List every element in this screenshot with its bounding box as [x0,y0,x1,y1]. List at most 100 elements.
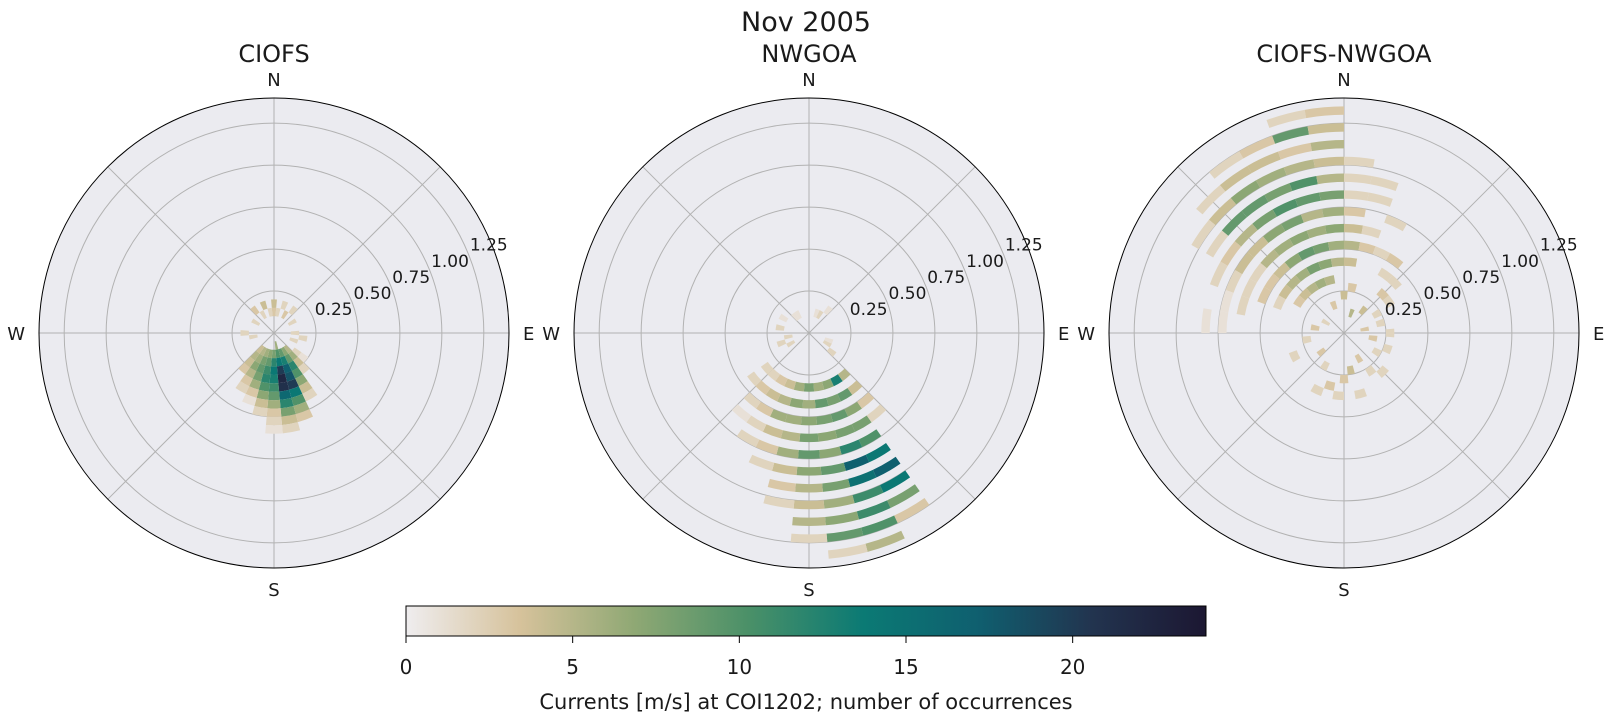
histogram-cell [1218,311,1229,333]
histogram-cell [298,381,313,394]
histogram-cell [281,310,289,320]
histogram-cell [274,341,279,350]
histogram-cell [799,433,819,443]
histogram-cell [1344,240,1361,251]
histogram-cell [1249,262,1267,283]
histogram-cell [1241,278,1257,299]
histogram-cell [1323,380,1336,391]
histogram-cell [1295,192,1321,207]
histogram-cell [287,318,297,326]
histogram-cell [1368,335,1378,342]
histogram-cell [250,350,260,361]
histogram-cell [819,446,842,459]
histogram-cell [1241,194,1269,218]
histogram-cell [1376,365,1390,379]
histogram-cell [1209,261,1228,288]
histogram-cell [731,404,752,423]
radial-tick-label: 0.75 [392,268,430,288]
histogram-cell [1358,305,1368,316]
histogram-cell [791,312,800,322]
histogram-cell [784,378,796,390]
histogram-cell [872,456,901,478]
histogram-cell [1318,258,1333,270]
histogram-cell [263,348,270,358]
histogram-cell [775,324,785,331]
histogram-cell [785,414,802,425]
histogram-cell [1295,267,1311,282]
histogram-cell [265,424,283,434]
histogram-cell [767,368,781,382]
histogram-cell [1264,273,1280,292]
histogram-cell [1304,106,1344,119]
histogram-cell [1263,223,1286,243]
compass-label-east: E [1593,324,1604,345]
figure-title: Nov 2005 [741,7,871,38]
histogram-cell [1319,190,1344,201]
histogram-cell [288,350,298,361]
histogram-cell [284,353,294,364]
histogram-cell [776,446,799,459]
histogram-cell [1307,123,1344,135]
histogram-cell [1348,308,1355,318]
histogram-cell [1344,223,1363,234]
histogram-cell [1272,198,1299,217]
histogram-cell [267,349,273,359]
histogram-cell [265,416,283,426]
histogram-cell [1344,207,1366,218]
histogram-cell [789,397,804,409]
histogram-cell [245,386,259,398]
histogram-cell [282,363,292,374]
histogram-cell [279,397,294,409]
histogram-cell [270,366,278,375]
histogram-cell [823,495,855,509]
histogram-cell [865,530,905,552]
histogram-cell [281,414,298,425]
histogram-cell [1220,289,1234,313]
colorbar-label: Currents [m/s] at COI1202; number of occ… [539,690,1072,714]
histogram-cell [747,371,762,387]
histogram-cell [1293,295,1306,308]
histogram-cell [1313,156,1344,168]
histogram-cell [1360,326,1370,332]
histogram-cell [1272,126,1310,144]
histogram-cell [1330,257,1344,267]
histogram-cell [760,361,774,375]
histogram-cell [284,371,296,382]
histogram-cell [1257,286,1272,305]
histogram-cell [1367,192,1393,207]
histogram-cell [887,484,920,508]
histogram-cell [775,374,788,387]
histogram-cell [1382,343,1393,355]
histogram-cell [1364,365,1377,377]
histogram-cell [746,415,767,432]
compass-label-west: W [1077,324,1095,345]
histogram-cell [1260,249,1280,269]
histogram-cell [736,429,760,448]
histogram-cell [1375,318,1386,328]
histogram-cell [879,470,911,493]
histogram-cell [763,495,795,509]
angular-grid-spoke [1177,332,1345,500]
histogram-cell [258,381,270,392]
panel-title: CIOFS-NWGOA [1256,40,1432,68]
histogram-cell [796,466,822,476]
histogram-cell [858,429,882,448]
radial-tick-label: 0.25 [315,300,353,320]
histogram-cell [271,349,277,359]
histogram-cell [275,307,281,317]
histogram-cell [1247,236,1269,258]
histogram-cell [1354,353,1364,364]
histogram-cell [1281,214,1304,232]
histogram-cell [280,300,289,311]
histogram-cell [293,356,304,368]
histogram-cell [288,305,298,316]
histogram-cell [302,388,318,402]
histogram-cell [248,334,258,340]
colorbar: 0 5 10 15 20 Currents [m/s] at COI1202; numb… [400,605,1207,714]
histogram-cell [1219,165,1252,192]
histogram-cell [780,430,801,442]
histogram-cell [1316,173,1344,185]
histogram-cell [298,335,308,342]
histogram-cell [1371,347,1383,358]
histogram-cell [822,378,834,390]
